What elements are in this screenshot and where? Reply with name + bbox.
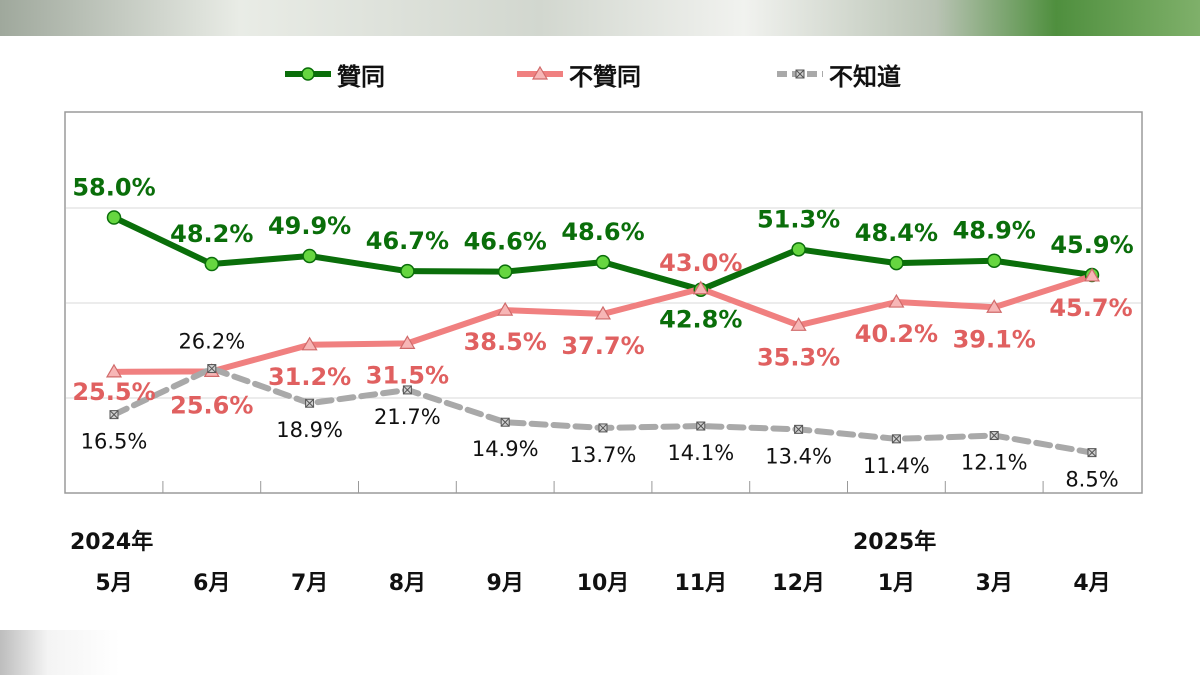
legend-disapprove-line-icon [517,65,563,80]
approve-point [302,248,317,264]
approve-point [791,242,806,257]
year-label-end: 2025年 [853,530,937,555]
approve-data-label: 51.3% [757,205,840,233]
legend-approve-line-icon [285,67,331,81]
legend-unknown-line-icon [777,69,823,79]
disapprove-data-label: 31.5% [366,361,449,389]
unknown-point [500,417,510,427]
x-tick-label: 1月 [878,571,915,596]
unknown-point [109,410,119,420]
disapprove-point [301,336,318,351]
legend-disapprove-label: 不贊同 [569,62,641,91]
disapprove-point [105,363,123,378]
unknown-point [207,364,217,374]
legend-unknown: 不知道 [775,56,901,92]
legend: 贊同 不贊同 不知道 [0,56,1200,92]
disapprove-point [594,305,612,320]
approve-point [889,255,904,271]
unknown-data-label: 11.4% [863,454,930,478]
unknown-data-label: 16.5% [81,430,148,454]
unknown-point [305,398,315,408]
approve-point [400,263,415,279]
disapprove-point [888,293,905,308]
year-label-start: 2024年 [70,530,154,555]
legend-approve: 贊同 [283,56,385,92]
unknown-data-label: 18.9% [276,418,343,442]
disapprove-point [399,335,416,349]
disapprove-point [1083,267,1101,282]
x-tick-label: 6月 [193,571,230,596]
x-tick-label: 4月 [1073,571,1110,596]
unknown-point [598,423,608,433]
approve-data-label: 45.9% [1050,231,1133,259]
approve-point [986,253,1002,268]
unknown-data-label: 13.7% [570,443,637,467]
disapprove-data-label: 25.6% [170,391,253,419]
unknown-point [891,434,901,444]
unknown-data-label: 26.2% [178,330,245,354]
x-tick-label: 8月 [389,571,426,596]
x-tick-label: 10月 [577,571,630,596]
disapprove-data-label: 31.2% [268,363,351,391]
disapprove-point [986,299,1003,313]
disapprove-point [497,301,514,316]
x-tick-label: 7月 [291,571,328,596]
approve-point [497,264,513,279]
legend-disapprove: 不贊同 [515,56,641,92]
x-tick-label: 12月 [772,571,825,596]
unknown-data-label: 8.5% [1065,468,1118,492]
unknown-data-label: 12.1% [961,451,1028,475]
approve-data-label: 42.8% [659,306,742,334]
approve-data-label: 48.4% [855,219,938,247]
disapprove-point [692,280,709,295]
unknown-point [989,431,999,441]
disapprove-data-label: 37.7% [561,332,644,360]
approve-data-label: 48.6% [561,218,644,246]
legend-unknown-label: 不知道 [829,62,901,91]
top-photo-band [0,0,1200,36]
approve-data-label: 46.7% [366,227,449,255]
approve-point [106,210,122,225]
unknown-point [402,385,412,395]
x-tick-label: 3月 [976,571,1013,596]
x-tick-label: 9月 [487,571,524,596]
disapprove-data-label: 40.2% [855,320,938,348]
disapprove-data-label: 25.5% [72,378,155,406]
unknown-point [696,421,706,431]
unknown-data-label: 14.1% [667,441,734,465]
x-tick-label: 5月 [95,571,132,596]
disapprove-point [790,317,807,331]
unknown-data-label: 21.7% [374,405,441,429]
legend-approve-label: 贊同 [337,62,385,91]
unknown-point [1087,448,1097,458]
approve-data-label: 48.2% [170,220,253,248]
unknown-data-label: 14.9% [472,437,539,461]
bottom-photo-band [0,630,1200,675]
unknown-data-label: 13.4% [765,444,832,468]
disapprove-data-label: 35.3% [757,343,840,371]
disapprove-data-label: 38.5% [464,328,547,356]
disapprove-data-label: 43.0% [659,249,742,277]
disapprove-data-label: 45.7% [1049,294,1132,322]
approve-data-label: 49.9% [268,212,351,240]
approve-data-label: 48.9% [953,217,1036,245]
disapprove-data-label: 39.1% [953,325,1036,353]
approve-data-label: 46.6% [464,228,547,256]
unknown-point [794,424,804,434]
approve-data-label: 58.0% [72,174,155,202]
x-tick-label: 11月 [674,571,727,596]
approve-point [204,256,220,272]
approve-point [595,254,611,270]
